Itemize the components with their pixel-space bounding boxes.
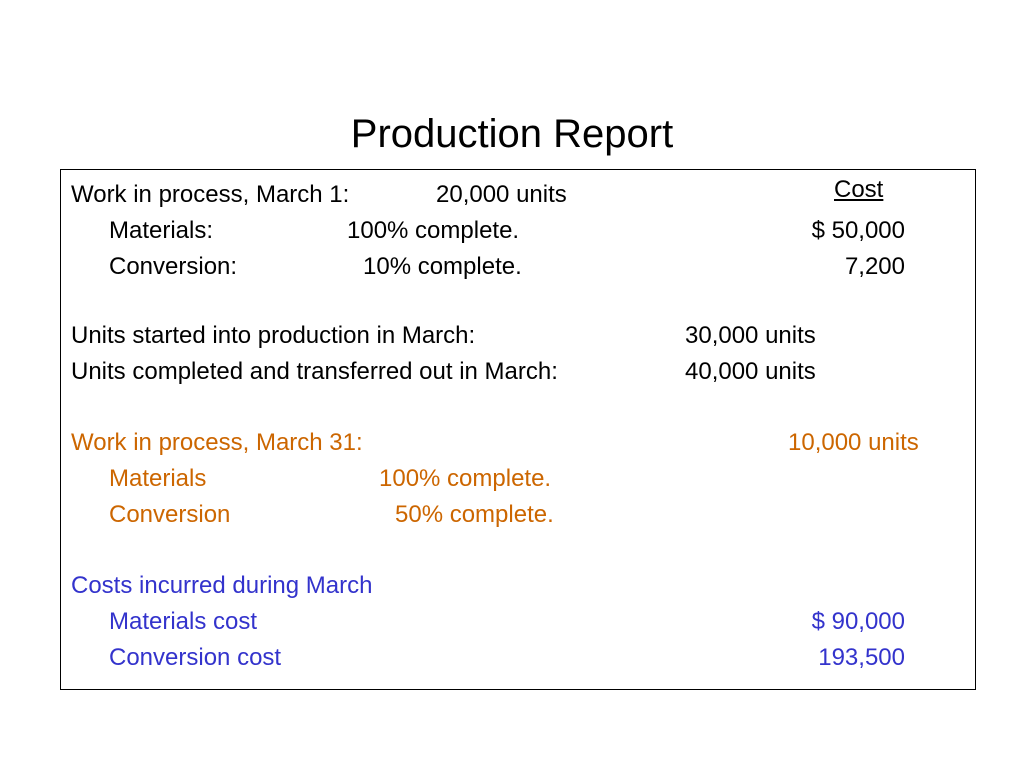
materials-cost-label: Materials cost [109,608,258,635]
materials-cost-value: $ 90,000 [811,608,905,635]
units-started-label: Units started into production in March: [71,322,476,349]
wip-ending-conversion-pct: 50% complete. [395,501,554,528]
units-started-value: 30,000 units [685,322,816,349]
wip-beginning-label: Work in process, March 1: [71,181,350,208]
wip-beginning-materials-label: Materials: [109,217,214,244]
page-title: Production Report [350,112,674,156]
wip-beginning-units: 20,000 units [436,181,567,208]
wip-beginning-conversion-label: Conversion: [109,253,238,280]
units-completed-value: 40,000 units [685,358,816,385]
wip-beginning-conversion-pct: 10% complete. [363,253,522,280]
wip-ending-label: Work in process, March 31: [71,429,363,456]
cost-column-header: Cost [834,176,884,203]
wip-beginning-conversion-cost: 7,200 [844,253,905,280]
conversion-cost-label: Conversion cost [109,644,282,671]
wip-beginning-materials-pct: 100% complete. [347,217,520,244]
conversion-cost-value: 193,500 [818,644,905,671]
units-completed-label: Units completed and transferred out in M… [71,358,558,385]
wip-ending-units: 10,000 units [788,429,919,456]
wip-beginning-materials-cost: $ 50,000 [811,217,905,244]
wip-ending-materials-label: Materials [109,465,207,492]
wip-ending-materials-pct: 100% complete. [379,465,552,492]
wip-ending-conversion-label: Conversion [109,501,231,528]
costs-incurred-label: Costs incurred during March [71,572,373,599]
report-table: Cost Work in process, March 1: 20,000 un… [60,169,976,690]
